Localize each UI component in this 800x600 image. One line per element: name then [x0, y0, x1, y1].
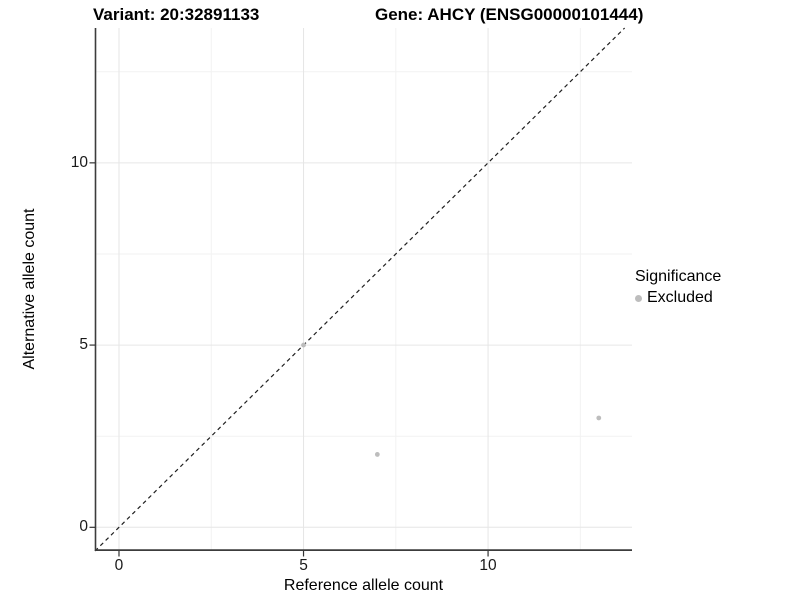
legend: Significance Excluded	[635, 268, 721, 307]
plot-title-variant: Variant: 20:32891133	[93, 5, 260, 24]
x-axis-title: Reference allele count	[283, 577, 444, 594]
legend-item-label: Excluded	[647, 289, 713, 306]
data-point	[301, 342, 306, 348]
x-tick-label: 5	[299, 557, 308, 574]
x-tick-label: 0	[114, 557, 124, 574]
legend-item-excluded: Excluded	[635, 289, 721, 307]
identity-reference-line	[94, 27, 626, 552]
plot-title-gene: Gene: AHCY (ENSG00000101444)	[375, 5, 644, 24]
plot-panel	[89, 27, 632, 557]
y-axis-title: Alternative allele count	[21, 208, 38, 370]
data-point	[374, 452, 380, 457]
legend-title: Significance	[635, 268, 722, 285]
x-tick-label: 10	[479, 557, 497, 574]
y-tick-label: 5	[79, 336, 88, 354]
y-tick-label: 0	[79, 518, 88, 536]
y-tick-label: 10	[70, 153, 88, 171]
data-point	[596, 415, 602, 421]
legend-key-dot-icon	[635, 294, 642, 302]
